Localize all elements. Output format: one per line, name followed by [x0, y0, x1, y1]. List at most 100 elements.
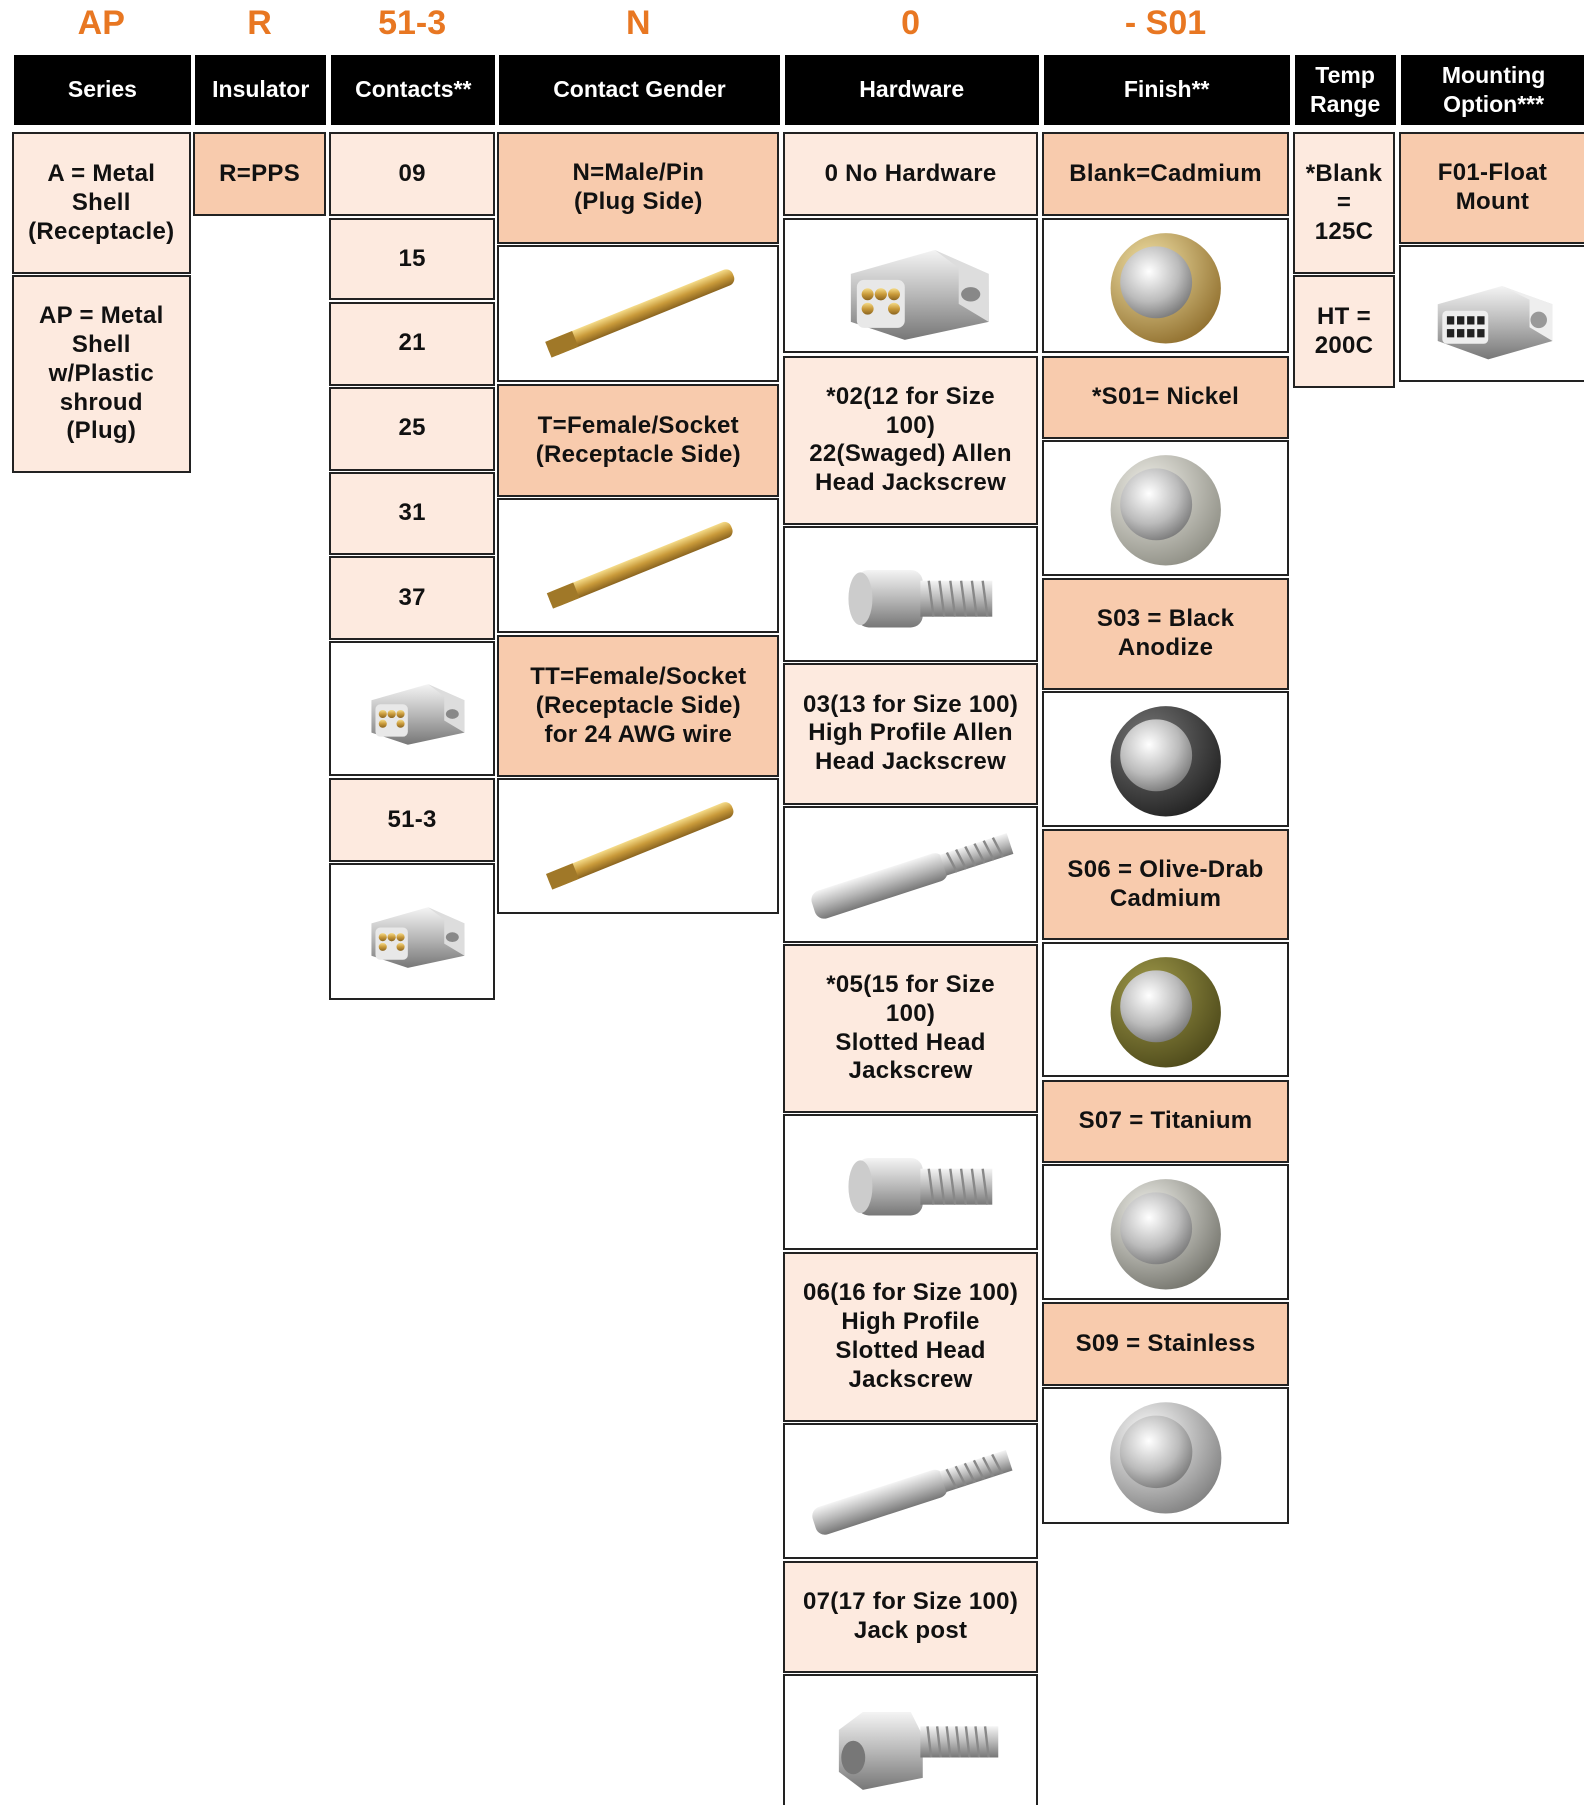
- option-image: [782, 217, 1039, 354]
- product-icon: [1109, 1402, 1222, 1514]
- header-line: Contact Gender: [553, 76, 726, 103]
- option-line: (Receptacle Side): [535, 440, 741, 468]
- option-line: N=Male/Pin: [572, 159, 705, 187]
- option-line: 31: [398, 499, 426, 526]
- option-cell: 25: [329, 386, 495, 471]
- option-line: for 24 AWG wire: [544, 720, 733, 748]
- option-image: [497, 778, 780, 914]
- column-header: Contacts**: [329, 52, 498, 127]
- part-code: - S01: [1124, 4, 1207, 43]
- option-line: Slotted Head: [835, 1028, 986, 1056]
- option-cell: TT=Female/Socket (Receptacle Side) for 24 …: [497, 635, 780, 778]
- header-line: Option***: [1443, 90, 1545, 117]
- option-line: *S01= Nickel: [1092, 382, 1240, 410]
- option-cell: 07(17 for Size 100) Jack post: [782, 1560, 1039, 1673]
- option-line: 03(13 for Size 100): [802, 690, 1019, 718]
- option-cell: *Blank = 125C: [1292, 132, 1396, 274]
- column-header: Contact Gender: [497, 52, 782, 127]
- option-cell: 0 No Hardware: [782, 132, 1039, 217]
- option-line: 06(16 for Size 100): [802, 1279, 1019, 1307]
- option-line: 51-3: [387, 805, 437, 833]
- product-icon: [1110, 232, 1221, 344]
- product-icon: [850, 249, 989, 340]
- option-line: =: [1336, 188, 1352, 216]
- option-line: S07 = Titanium: [1078, 1106, 1253, 1134]
- option-line: Blank=Cadmium: [1069, 159, 1262, 187]
- option-line: T=Female/Socket: [537, 412, 739, 440]
- column-header: Series: [11, 52, 194, 127]
- option-line: Jackscrew: [848, 1057, 973, 1085]
- option-line: Head Jackscrew: [815, 748, 1007, 776]
- product-icon: [812, 1449, 1013, 1535]
- option-line: A = Metal: [47, 159, 156, 187]
- option-line: AP = Metal: [38, 302, 164, 330]
- option-line: Slotted Head: [835, 1337, 986, 1365]
- option-cell: 09: [329, 132, 495, 217]
- option-line: (Plug Side): [573, 188, 703, 216]
- option-line: 07(17 for Size 100): [802, 1588, 1019, 1615]
- option-image: [1041, 690, 1290, 827]
- option-image: [782, 1422, 1039, 1559]
- option-cell: 15: [329, 217, 495, 301]
- option-line: *02(12 for Size: [826, 382, 995, 410]
- product-icon: [371, 907, 465, 969]
- part-code: 51-3: [378, 4, 447, 43]
- option-line: *05(15 for Size: [826, 970, 995, 998]
- product-icon: [546, 802, 734, 890]
- option-cell: 06(16 for Size 100) High Profile Slotted H…: [782, 1252, 1039, 1422]
- column-header: Insulator: [193, 52, 329, 127]
- option-line: High Profile Allen: [808, 719, 1013, 747]
- option-cell: N=Male/Pin (Plug Side): [497, 132, 780, 245]
- option-line: 100): [885, 999, 936, 1027]
- option-image: [497, 498, 780, 634]
- product-icon: [545, 269, 735, 358]
- option-image: [329, 641, 495, 776]
- option-cell: *05(15 for Size 100) Slotted Head Jackscrew: [782, 943, 1039, 1114]
- part-code: R: [247, 4, 272, 43]
- option-image: [782, 1673, 1039, 1805]
- part-code: 0: [901, 4, 921, 43]
- option-line: F01-Float: [1437, 159, 1548, 187]
- option-image: [1041, 1387, 1290, 1525]
- option-cell: Blank=Cadmium: [1041, 132, 1290, 217]
- product-icon: [838, 1711, 999, 1790]
- option-line: w/Plastic: [48, 359, 154, 387]
- column-header: Hardware: [782, 52, 1041, 127]
- option-line: R=PPS: [219, 159, 301, 187]
- option-line: 22(Swaged) Allen: [809, 440, 1012, 468]
- product-icon: [1437, 286, 1553, 360]
- option-image: [497, 245, 780, 383]
- option-line: 09: [398, 159, 426, 187]
- option-line: (Receptacle): [28, 217, 175, 245]
- option-cell: AP = Metal Shell w/Plastic shroud (Plug): [11, 275, 192, 474]
- product-icon: [1110, 454, 1221, 566]
- column-header: Temp Range: [1292, 52, 1398, 127]
- column-header: Mounting Option***: [1398, 52, 1584, 127]
- header-line: Hardware: [859, 76, 965, 103]
- product-icon: [1110, 1178, 1221, 1290]
- header-line: Temp: [1315, 61, 1375, 88]
- option-line: 15: [398, 244, 426, 272]
- option-line: 25: [398, 414, 426, 442]
- part-code: N: [626, 4, 651, 43]
- option-cell: T=Female/Socket (Receptacle Side): [497, 384, 780, 498]
- header-line: Range: [1309, 90, 1381, 117]
- option-image: [329, 863, 495, 1001]
- product-icon: [1110, 956, 1221, 1068]
- option-line: *Blank: [1305, 159, 1383, 187]
- option-line: 0 No Hardware: [824, 159, 997, 187]
- option-cell: 37: [329, 556, 495, 641]
- option-image: [1041, 439, 1290, 576]
- header-line: Mounting: [1441, 61, 1546, 88]
- option-line: (Receptacle Side): [535, 691, 741, 719]
- option-line: 37: [398, 583, 426, 611]
- product-icon: [811, 832, 1014, 919]
- option-cell: *02(12 for Size 100) 22(Swaged) Allen Head …: [782, 355, 1039, 525]
- option-line: Jack post: [853, 1616, 968, 1644]
- option-line: S03 = Black: [1096, 604, 1235, 632]
- option-line: S06 = Olive-Drab: [1067, 855, 1264, 883]
- option-cell: 51-3: [329, 778, 495, 863]
- product-icon: [848, 1158, 993, 1216]
- option-image: [782, 526, 1039, 662]
